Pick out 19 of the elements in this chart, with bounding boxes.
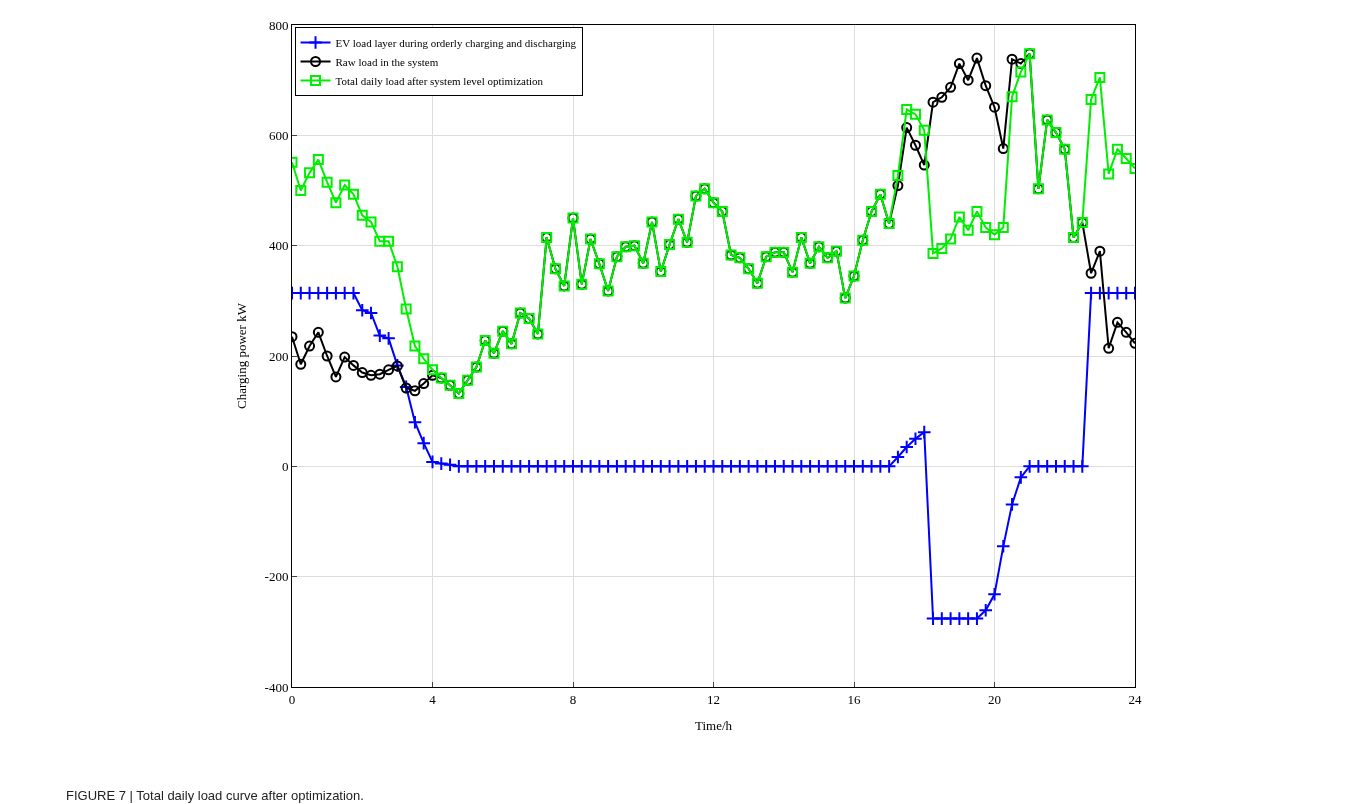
x-tick-label: 20 xyxy=(988,691,1001,707)
legend-label: Raw load in the system xyxy=(335,55,439,68)
x-axis-title: Time/h xyxy=(694,718,733,734)
y-tick-label: -200 xyxy=(264,569,289,585)
y-tick-label: 200 xyxy=(268,348,289,364)
x-tick-label: 4 xyxy=(429,691,437,707)
y-tick-label: 0 xyxy=(281,458,289,474)
y-tick-label: 800 xyxy=(268,17,289,33)
x-tick-label: 8 xyxy=(569,691,577,707)
x-tick-label: 12 xyxy=(707,691,720,707)
caption: FIGURE 7 | Total daily load curve after optimization. xyxy=(66,788,364,803)
legend-label: EV load layer during orderly charging and discharging xyxy=(335,36,577,49)
y-tick-label: -400 xyxy=(264,679,289,695)
legend-label: Total daily load after system level optimization xyxy=(335,74,544,87)
y-axis-title: Charging power kW xyxy=(233,302,249,409)
x-tick-label: 16 xyxy=(847,691,861,707)
y-tick-label: 600 xyxy=(268,127,289,143)
x-tick-label: 24 xyxy=(1128,691,1142,707)
y-tick-label: 400 xyxy=(268,238,289,254)
